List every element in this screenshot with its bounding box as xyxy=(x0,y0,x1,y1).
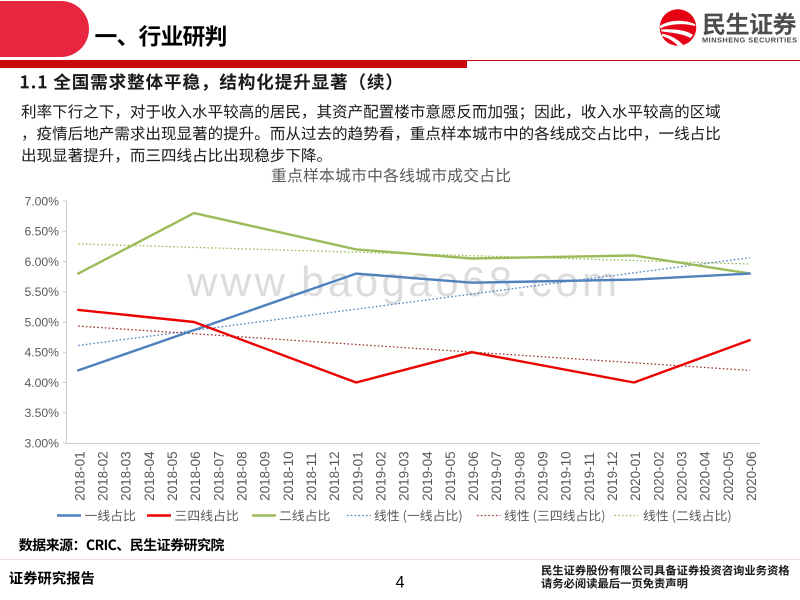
svg-text:2019-04: 2019-04 xyxy=(420,451,435,501)
svg-text:2018-12: 2018-12 xyxy=(327,451,342,501)
svg-text:2018-11: 2018-11 xyxy=(304,452,319,501)
svg-text:2019-03: 2019-03 xyxy=(397,451,412,501)
svg-text:2019-05: 2019-05 xyxy=(443,451,458,501)
svg-text:2020-01: 2020-01 xyxy=(628,451,643,501)
svg-text:2018-02: 2018-02 xyxy=(96,451,111,501)
svg-text:2019-02: 2019-02 xyxy=(374,451,389,501)
svg-text:2018-09: 2018-09 xyxy=(258,451,273,501)
svg-text:2019-10: 2019-10 xyxy=(559,451,574,501)
svg-text:3.00%: 3.00% xyxy=(24,436,59,450)
svg-text:2019-06: 2019-06 xyxy=(466,451,481,501)
svg-text:2018-04: 2018-04 xyxy=(142,451,157,501)
svg-text:2020-03: 2020-03 xyxy=(675,451,690,501)
svg-text:5.50%: 5.50% xyxy=(24,285,59,299)
svg-text:2019-12: 2019-12 xyxy=(605,451,620,501)
svg-text:2020-02: 2020-02 xyxy=(651,451,666,501)
svg-text:2018-03: 2018-03 xyxy=(119,451,134,501)
svg-text:3.50%: 3.50% xyxy=(24,406,59,420)
svg-text:2020-06: 2020-06 xyxy=(744,451,759,501)
svg-text:2018-07: 2018-07 xyxy=(211,451,226,501)
svg-text:7.00%: 7.00% xyxy=(24,194,59,208)
svg-text:2019-08: 2019-08 xyxy=(512,451,527,501)
svg-text:4.00%: 4.00% xyxy=(24,376,59,390)
svg-text:2018-06: 2018-06 xyxy=(188,451,203,501)
svg-text:MINSHENG SECURITIES: MINSHENG SECURITIES xyxy=(702,35,797,44)
svg-text:6.00%: 6.00% xyxy=(24,255,59,269)
svg-text:2019-11: 2019-11 xyxy=(582,452,597,501)
svg-text:4: 4 xyxy=(395,573,404,591)
svg-text:4.50%: 4.50% xyxy=(24,346,59,360)
svg-text:2018-01: 2018-01 xyxy=(72,451,87,501)
svg-text:2020-05: 2020-05 xyxy=(721,451,736,501)
svg-text:6.50%: 6.50% xyxy=(24,225,59,239)
svg-text:2019-01: 2019-01 xyxy=(350,451,365,501)
svg-text:5.00%: 5.00% xyxy=(24,315,59,329)
svg-text:2018-05: 2018-05 xyxy=(165,451,180,501)
svg-text:2018-10: 2018-10 xyxy=(281,451,296,501)
svg-text:2019-07: 2019-07 xyxy=(489,451,504,501)
svg-text:2018-08: 2018-08 xyxy=(235,451,250,501)
svg-text:2019-09: 2019-09 xyxy=(536,451,551,501)
svg-text:2020-04: 2020-04 xyxy=(698,451,713,501)
